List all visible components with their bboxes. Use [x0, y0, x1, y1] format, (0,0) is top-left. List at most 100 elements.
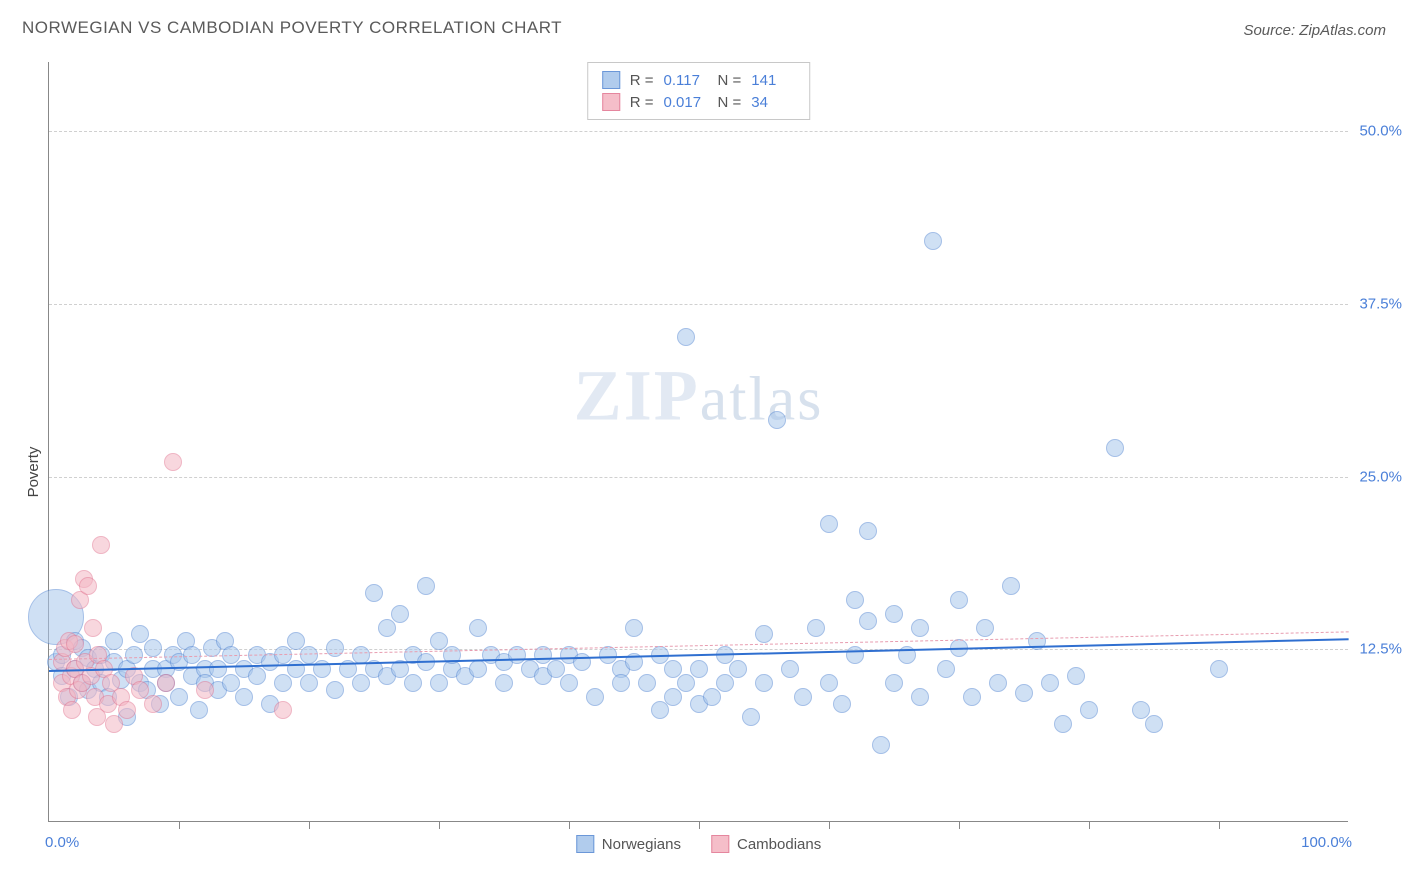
swatch-cambodian	[602, 93, 620, 111]
data-point-norwegian	[885, 605, 903, 623]
data-point-norwegian	[872, 736, 890, 754]
n-value-cambodian: 34	[751, 94, 795, 111]
data-point-norwegian	[820, 674, 838, 692]
data-point-norwegian	[911, 688, 929, 706]
legend-stats-row-norwegian: R = 0.117 N = 141	[602, 69, 796, 91]
y-tick-label: 50.0%	[1359, 123, 1402, 140]
data-point-norwegian	[378, 619, 396, 637]
plot-area: ZIPatlas R = 0.117 N = 141 R = 0.017 N =…	[48, 62, 1348, 822]
data-point-norwegian	[1080, 701, 1098, 719]
data-point-cambodian	[92, 536, 110, 554]
data-point-cambodian	[274, 701, 292, 719]
data-point-norwegian	[105, 632, 123, 650]
data-point-norwegian	[950, 591, 968, 609]
data-point-norwegian	[742, 708, 760, 726]
data-point-cambodian	[164, 453, 182, 471]
legend-label-norwegian: Norwegians	[602, 836, 681, 853]
data-point-norwegian	[300, 674, 318, 692]
legend-item-cambodian: Cambodians	[711, 835, 821, 853]
data-point-norwegian	[1067, 667, 1085, 685]
swatch-norwegian	[602, 71, 620, 89]
data-point-norwegian	[365, 584, 383, 602]
data-point-norwegian	[963, 688, 981, 706]
data-point-norwegian	[125, 646, 143, 664]
data-point-norwegian	[781, 660, 799, 678]
x-tick	[439, 821, 440, 829]
data-point-norwegian	[677, 328, 695, 346]
chart-title: NORWEGIAN VS CAMBODIAN POVERTY CORRELATI…	[22, 18, 562, 38]
data-point-norwegian	[794, 688, 812, 706]
swatch-cambodian	[711, 835, 729, 853]
x-tick	[1089, 821, 1090, 829]
data-point-norwegian	[638, 674, 656, 692]
data-point-norwegian	[391, 605, 409, 623]
data-point-norwegian	[703, 688, 721, 706]
r-value-cambodian: 0.017	[664, 94, 708, 111]
legend-stats-box: R = 0.117 N = 141 R = 0.017 N = 34	[587, 62, 811, 120]
data-point-norwegian	[989, 674, 1007, 692]
x-tick	[1219, 821, 1220, 829]
data-point-norwegian	[729, 660, 747, 678]
data-point-norwegian	[625, 619, 643, 637]
data-point-norwegian	[170, 688, 188, 706]
watermark-atlas: atlas	[700, 365, 824, 433]
x-tick	[959, 821, 960, 829]
watermark-zip: ZIP	[574, 355, 700, 435]
data-point-norwegian	[1054, 715, 1072, 733]
gridline	[49, 477, 1348, 478]
bottom-legend: Norwegians Cambodians	[576, 835, 821, 853]
data-point-norwegian	[690, 660, 708, 678]
r-label: R =	[630, 94, 654, 111]
data-point-norwegian	[807, 619, 825, 637]
y-tick-label: 12.5%	[1359, 641, 1402, 658]
data-point-norwegian	[469, 660, 487, 678]
y-tick-label: 25.0%	[1359, 468, 1402, 485]
data-point-norwegian	[248, 667, 266, 685]
data-point-cambodian	[63, 701, 81, 719]
x-axis-max-label: 100.0%	[1301, 834, 1352, 851]
data-point-norwegian	[326, 639, 344, 657]
data-point-norwegian	[235, 688, 253, 706]
data-point-norwegian	[976, 619, 994, 637]
data-point-norwegian	[430, 674, 448, 692]
r-value-norwegian: 0.117	[664, 72, 708, 89]
watermark: ZIPatlas	[574, 354, 824, 437]
data-point-norwegian	[274, 674, 292, 692]
data-point-cambodian	[118, 701, 136, 719]
data-point-norwegian	[859, 612, 877, 630]
legend-label-cambodian: Cambodians	[737, 836, 821, 853]
data-point-norwegian	[937, 660, 955, 678]
data-point-norwegian	[612, 674, 630, 692]
data-point-norwegian	[326, 681, 344, 699]
legend-item-norwegian: Norwegians	[576, 835, 681, 853]
data-point-norwegian	[1041, 674, 1059, 692]
data-point-cambodian	[144, 695, 162, 713]
n-label: N =	[718, 72, 742, 89]
gridline	[49, 131, 1348, 132]
data-point-norwegian	[716, 674, 734, 692]
data-point-norwegian	[859, 522, 877, 540]
data-point-norwegian	[911, 619, 929, 637]
chart-wrap: Poverty ZIPatlas R = 0.117 N = 141 R = 0…	[0, 52, 1406, 892]
data-point-norwegian	[573, 653, 591, 671]
r-label: R =	[630, 72, 654, 89]
data-point-norwegian	[469, 619, 487, 637]
data-point-cambodian	[105, 715, 123, 733]
data-point-norwegian	[1210, 660, 1228, 678]
data-point-norwegian	[560, 674, 578, 692]
source-label: Source: ZipAtlas.com	[1243, 22, 1386, 39]
legend-stats-row-cambodian: R = 0.017 N = 34	[602, 91, 796, 113]
data-point-norwegian	[677, 674, 695, 692]
data-point-norwegian	[352, 674, 370, 692]
data-point-norwegian	[664, 688, 682, 706]
x-tick	[699, 821, 700, 829]
y-axis-label: Poverty	[25, 447, 42, 498]
data-point-norwegian	[1106, 439, 1124, 457]
y-tick-label: 37.5%	[1359, 295, 1402, 312]
gridline	[49, 649, 1348, 650]
n-value-norwegian: 141	[751, 72, 795, 89]
data-point-norwegian	[755, 674, 773, 692]
data-point-norwegian	[846, 591, 864, 609]
data-point-norwegian	[755, 625, 773, 643]
data-point-norwegian	[1015, 684, 1033, 702]
